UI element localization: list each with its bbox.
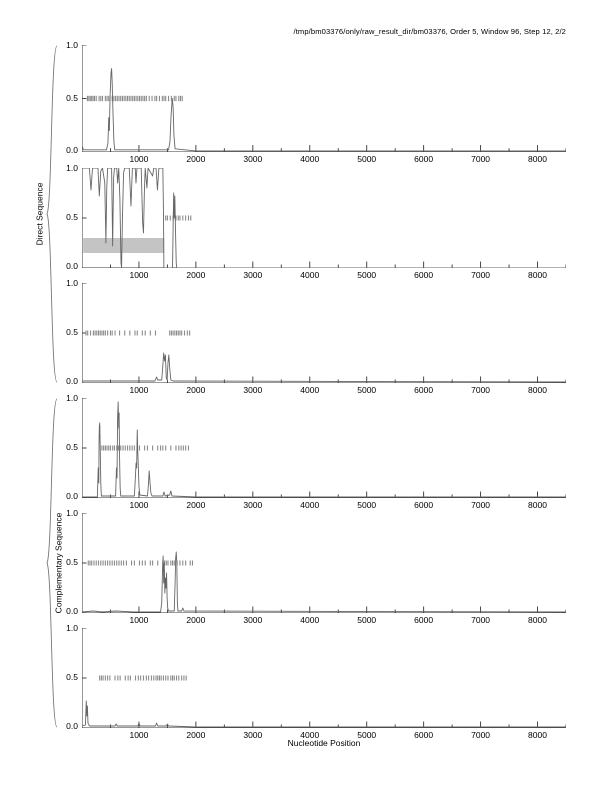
x-tick-label: 6000 (414, 385, 434, 395)
signal-curve (82, 402, 566, 497)
x-tick-label: 5000 (357, 385, 377, 395)
marker-ticks (88, 561, 192, 566)
y-tick-label: 1.0 (66, 393, 78, 403)
y-tick-label: 0.5 (66, 672, 78, 682)
x-tick-label: 6000 (414, 500, 434, 510)
x-tick-label: 1000 (129, 270, 149, 280)
signal-curve (82, 69, 566, 151)
marker-ticks (86, 331, 190, 336)
y-tick-label: 0.0 (66, 261, 78, 271)
x-tick-label: 4000 (300, 385, 320, 395)
y-tick-label: 0.5 (66, 557, 78, 567)
signal-curve (82, 701, 566, 727)
y-tick-label: 1.0 (66, 40, 78, 50)
page-title: /tmp/bm03376/only/raw_result_dir/bm03376… (293, 27, 566, 36)
y-tick-label: 0.0 (66, 145, 78, 155)
y-tick-label: 1.0 (66, 278, 78, 288)
panel-plot-3 (82, 283, 566, 383)
x-tick-label: 4000 (300, 154, 320, 164)
x-tick-label: 2000 (186, 385, 206, 395)
signal-curve (82, 353, 566, 382)
signal-curve (82, 168, 566, 268)
y-tick-label: 0.5 (66, 212, 78, 222)
x-tick-label: 4000 (300, 730, 320, 740)
x-tick-label: 1000 (129, 385, 149, 395)
x-tick-label: 7000 (471, 154, 491, 164)
x-tick-label: 8000 (528, 730, 547, 740)
x-tick-label: 6000 (414, 615, 434, 625)
x-tick-label: 7000 (471, 385, 491, 395)
y-tick-label: 0.5 (66, 442, 78, 452)
y-tick-label: 0.0 (66, 491, 78, 501)
x-tick-label: 5000 (357, 154, 377, 164)
y-tick-label: 0.0 (66, 721, 78, 731)
x-tick-label: 2000 (186, 154, 206, 164)
x-tick-label: 8000 (528, 270, 547, 280)
y-tick-label: 1.0 (66, 508, 78, 518)
x-tick-label: 3000 (243, 154, 263, 164)
x-tick-label: 4000 (300, 270, 320, 280)
x-tick-label: 8000 (528, 385, 547, 395)
x-tick-label: 7000 (471, 730, 491, 740)
x-tick-label: 8000 (528, 500, 547, 510)
x-tick-label: 1000 (129, 615, 149, 625)
x-tick-label: 2000 (186, 730, 206, 740)
x-tick-label: 5000 (357, 500, 377, 510)
x-tick-label: 4000 (300, 615, 320, 625)
group-brace-direct (46, 45, 58, 383)
x-tick-label: 4000 (300, 500, 320, 510)
group-label-direct-text: Direct Sequence (34, 182, 45, 246)
panel-plot-5 (82, 513, 566, 613)
marker-ticks (100, 676, 187, 681)
highlight-band (83, 238, 165, 253)
y-tick-label: 0.5 (66, 92, 78, 103)
x-tick-label: 6000 (414, 270, 434, 280)
x-tick-label: 3000 (243, 615, 263, 625)
marker-ticks (87, 96, 182, 101)
x-tick-label: 7000 (471, 500, 491, 510)
x-tick-label: 5000 (357, 270, 377, 280)
y-tick-label: 1.0 (66, 163, 78, 173)
x-tick-label: 2000 (186, 270, 206, 280)
x-tick-label: 5000 (357, 730, 377, 740)
x-tick-label: 7000 (471, 270, 491, 280)
x-tick-label: 7000 (471, 615, 491, 625)
y-tick-label: 0.0 (66, 606, 78, 616)
x-tick-label: 6000 (414, 730, 434, 740)
x-tick-label: 3000 (243, 500, 263, 510)
brace-path (46, 398, 58, 728)
x-tick-label: 1000 (129, 500, 149, 510)
marker-ticks (102, 446, 189, 451)
panel-plot-2 (82, 168, 566, 268)
y-tick-label: 0.5 (66, 327, 78, 337)
x-tick-label: 3000 (243, 270, 263, 280)
panel-plot-1 (82, 45, 566, 152)
x-tick-label: 2000 (186, 500, 206, 510)
panel-plot-6 (82, 628, 566, 728)
x-axis-label: Nucleotide Position (287, 738, 361, 748)
x-tick-label: 8000 (528, 615, 547, 625)
x-tick-label: 3000 (243, 385, 263, 395)
y-tick-label: 0.0 (66, 376, 78, 386)
x-tick-label: 5000 (357, 615, 377, 625)
marker-ticks (166, 216, 191, 221)
x-tick-label: 1000 (129, 730, 149, 740)
brace-path (46, 45, 58, 383)
signal-curve (82, 552, 566, 612)
x-tick-label: 1000 (129, 154, 149, 164)
y-tick-label: 1.0 (66, 623, 78, 633)
x-tick-label: 3000 (243, 730, 263, 740)
x-tick-label: 8000 (528, 154, 547, 164)
panel-plot-4 (82, 398, 566, 498)
x-tick-label: 2000 (186, 615, 206, 625)
group-brace-complementary (46, 398, 58, 728)
x-tick-label: 6000 (414, 154, 434, 164)
